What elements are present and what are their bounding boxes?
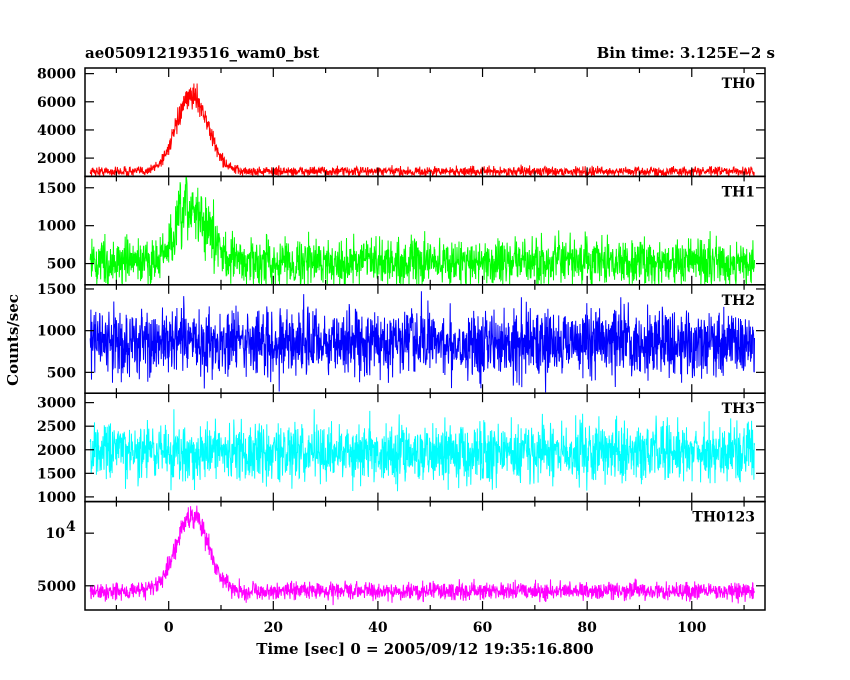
ytick-label: 1000 bbox=[37, 490, 76, 506]
x-axis-label: Time [sec] 0 = 2005/09/12 19:35:16.800 bbox=[256, 640, 593, 658]
xtick-label: 80 bbox=[577, 620, 597, 636]
xtick-label: 20 bbox=[264, 620, 284, 636]
series-th0-line bbox=[89, 83, 755, 179]
panel-th2-label: TH2 bbox=[722, 293, 755, 309]
panel-th2: 500 1000 1500 TH2 bbox=[37, 282, 766, 394]
series-th0123-line bbox=[89, 505, 755, 606]
ytick-label: 500 bbox=[47, 257, 76, 273]
ytick-label: 8000 bbox=[37, 67, 76, 83]
ytick-label: 1500 bbox=[37, 181, 76, 197]
ytick-label: 1000 bbox=[37, 324, 76, 340]
ytick-label: 5000 bbox=[37, 579, 76, 595]
panel-th3: 1000 1500 2000 2500 3000 TH3 bbox=[37, 392, 766, 506]
panel-th0123: 5000 10 4 TH0123 bbox=[37, 500, 766, 611]
ytick-label: 1000 bbox=[37, 219, 76, 235]
panel-th0-label: TH0 bbox=[722, 76, 756, 92]
xtick-label: 60 bbox=[473, 620, 493, 636]
xtick-label: 0 bbox=[164, 620, 174, 636]
ytick-exponent: 4 bbox=[66, 519, 76, 535]
y-axis-label: Counts/sec bbox=[4, 294, 22, 386]
series-th3-line bbox=[89, 409, 755, 492]
ytick-label: 2000 bbox=[37, 443, 76, 459]
observation-id-label: ae050912193516_wam0_bst bbox=[85, 44, 319, 62]
ytick-label: 1500 bbox=[37, 282, 76, 298]
bin-time-label: Bin time: 3.125E−2 s bbox=[597, 44, 775, 62]
ytick-label: 4000 bbox=[37, 123, 76, 139]
panel-th3-label: TH3 bbox=[722, 401, 755, 417]
panel-th1-label: TH1 bbox=[722, 184, 755, 200]
panel-th1: 500 1000 1500 TH1 bbox=[37, 175, 766, 286]
ytick-label: 10 bbox=[46, 526, 66, 542]
panel-th0-frame bbox=[84, 67, 766, 178]
ytick-label: 6000 bbox=[37, 95, 76, 111]
ytick-label: 2000 bbox=[37, 151, 76, 167]
series-th1-line bbox=[89, 175, 755, 286]
xtick-label: 100 bbox=[677, 620, 706, 636]
series-th2-line bbox=[89, 291, 755, 393]
ytick-label: 500 bbox=[47, 365, 76, 381]
ytick-label: 3000 bbox=[37, 396, 76, 412]
ytick-label: 2500 bbox=[37, 419, 76, 435]
xtick-label: 40 bbox=[368, 620, 388, 636]
ytick-label: 1500 bbox=[37, 466, 76, 482]
panel-th0123-label: TH0123 bbox=[692, 510, 755, 526]
panel-th0123-frame bbox=[84, 500, 766, 611]
panel-th0: 2000 4000 6000 8000 TH0 bbox=[37, 67, 766, 179]
